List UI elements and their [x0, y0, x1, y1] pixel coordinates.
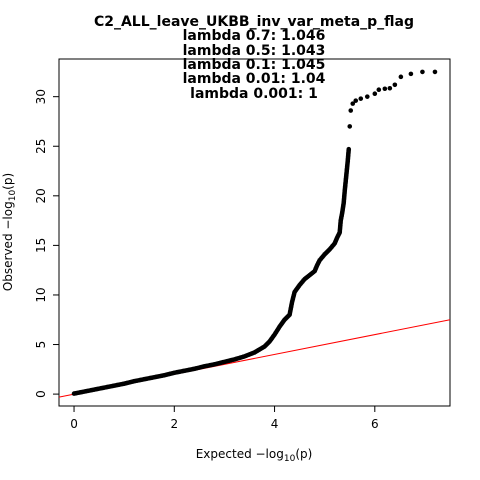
y-tick-label: 10 — [34, 287, 48, 302]
y-tick-label: 15 — [34, 238, 48, 253]
data-point — [350, 101, 356, 106]
data-point — [408, 71, 414, 77]
data-point — [372, 91, 378, 96]
y-tick-label: 25 — [34, 139, 48, 154]
x-axis-label: Expected −log10(p) — [196, 447, 313, 464]
title-line: lambda 0.001: 1 — [190, 86, 318, 102]
chart-title: C2_ALL_leave_UKBB_inv_var_meta_p_flag la… — [94, 14, 414, 102]
data-point — [364, 94, 370, 99]
title-line: lambda 0.7: 1.046 — [183, 28, 326, 44]
x-tick-label: 6 — [371, 417, 379, 431]
data-point — [348, 108, 354, 113]
x-tick-label: 0 — [70, 417, 78, 431]
data-point — [420, 69, 425, 75]
data-point — [398, 74, 404, 80]
data-point — [376, 87, 382, 93]
title-line: lambda 0.5: 1.043 — [183, 43, 326, 59]
y-tick-label: 5 — [34, 341, 48, 349]
y-axis: 0 5 10 15 20 25 30 — [34, 89, 59, 398]
data-point — [387, 85, 393, 91]
y-tick-label: 30 — [34, 89, 48, 104]
data-point — [392, 82, 398, 88]
title-line: lambda 0.1: 1.045 — [183, 57, 326, 73]
x-tick-label: 2 — [170, 417, 178, 431]
y-tick-label: 20 — [34, 188, 48, 203]
data-point — [353, 98, 359, 103]
data-point — [382, 86, 388, 92]
y-axis-label: Observed −log10(p) — [1, 173, 18, 291]
data-point — [347, 124, 353, 129]
title-line: lambda 0.01: 1.04 — [183, 71, 326, 87]
y-tick-label: 0 — [34, 390, 48, 398]
data-point — [432, 69, 438, 75]
data-point — [346, 146, 352, 152]
x-axis: 0 2 4 6 — [70, 406, 379, 431]
x-tick-label: 4 — [271, 417, 279, 431]
data-points — [71, 69, 438, 396]
data-point — [358, 96, 364, 101]
title-line: C2_ALL_leave_UKBB_inv_var_meta_p_flag — [94, 14, 414, 30]
plot-frame — [58, 58, 451, 407]
